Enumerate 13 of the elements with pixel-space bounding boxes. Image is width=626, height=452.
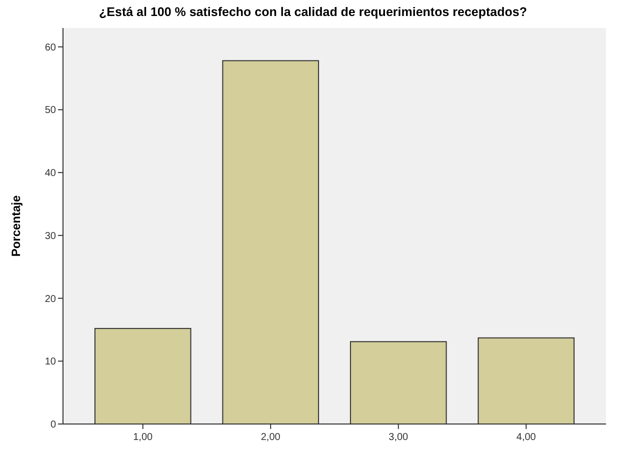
y-tick-label: 20 [44,294,56,305]
x-tick-label: 3,00 [388,432,409,443]
y-tick-label: 40 [44,168,56,180]
y-axis-title: Porcentaje [9,194,23,257]
x-tick-label: 4,00 [516,432,536,443]
y-tick-label: 30 [44,230,56,242]
x-tick-label: 1,00 [133,432,154,443]
y-tick-label: 50 [44,105,56,116]
x-tick-label: 2,00 [260,432,281,443]
y-tick-label: 0 [50,420,56,430]
chart-title: ¿Está al 100 % satisfecho con la calidad de requerimientos receptados? [99,5,527,19]
y-tick-label: 10 [44,356,56,368]
y-tick-label: 60 [44,42,56,54]
